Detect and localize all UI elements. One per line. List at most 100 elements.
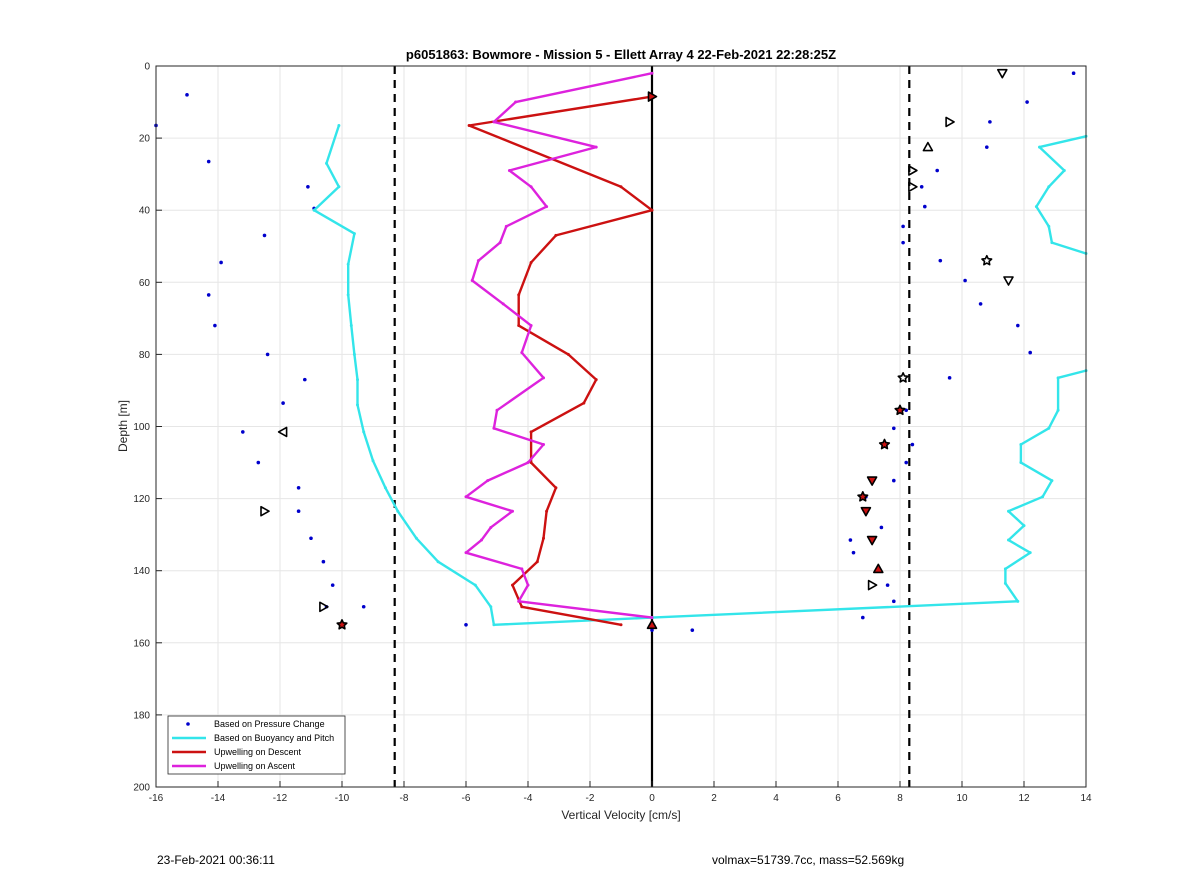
series-point: [650, 616, 654, 620]
series-point: [1047, 426, 1051, 430]
series-point: [492, 120, 496, 124]
series-point: [495, 408, 499, 412]
x-tick-label: 2: [711, 793, 717, 804]
pressure-change-point: [947, 376, 952, 380]
series-point: [325, 161, 328, 165]
series-point: [1062, 169, 1066, 173]
pressure-change-point: [185, 93, 189, 97]
series-point: [1019, 443, 1023, 447]
pressure-change-point: [330, 583, 335, 587]
series-point: [362, 430, 366, 434]
grid: [155, 65, 1087, 788]
series-point: [511, 509, 514, 513]
pressure-change-point: [296, 485, 301, 490]
y-tick-label: 40: [139, 206, 151, 217]
legend-item: Upwelling on Ascent: [172, 761, 296, 771]
marker-triangle-down: [866, 476, 878, 486]
series-point: [414, 536, 418, 540]
series-point: [312, 208, 316, 212]
pressure-change-point: [848, 538, 853, 542]
y-tick-label: 180: [133, 710, 150, 721]
series-point: [486, 479, 490, 483]
series-point: [529, 260, 533, 264]
series-point: [1056, 376, 1060, 380]
series-point: [1003, 581, 1007, 585]
pressure-change-point: [1028, 350, 1032, 355]
pressure-change-point: [904, 408, 908, 413]
x-tick-label: -16: [149, 793, 164, 804]
series-point: [511, 583, 514, 587]
x-tick-label: 8: [897, 793, 903, 804]
series-based-on-buoyancy-and-pitch-ascent-upper: [1034, 134, 1088, 255]
marker-star: [894, 404, 906, 416]
pressure-change-point: [904, 460, 908, 465]
series-point: [476, 259, 480, 263]
marker-triangle-right: [319, 601, 329, 613]
pressure-change-point: [1025, 100, 1029, 104]
marker-star: [878, 438, 891, 450]
pressure-change-point: [901, 240, 905, 245]
series-point: [349, 324, 353, 328]
pressure-change-point: [879, 525, 884, 530]
series-point: [619, 623, 623, 627]
series-point: [594, 145, 598, 149]
series-point: [1047, 224, 1051, 228]
series-point: [492, 426, 496, 430]
x-tick-label: -8: [400, 793, 409, 804]
x-tick-label: 14: [1080, 793, 1092, 804]
marker-triangle-right: [945, 116, 955, 128]
series-point: [504, 224, 508, 228]
series-point: [529, 185, 533, 189]
pressure-change-point: [892, 478, 896, 483]
series-point: [517, 293, 521, 297]
footer-timestamp: 23-Feb-2021 00:36:11: [157, 853, 275, 867]
pressure-change-point: [985, 145, 989, 149]
marker-triangle-up: [872, 563, 884, 574]
axis-ticks: -16 -14 -12 -10 -8 -6 -4 -2 0 2 4 6 8 10 12 14020406080…: [133, 62, 1092, 805]
series-point: [1050, 241, 1054, 245]
marker-star: [857, 490, 869, 502]
series-point: [498, 241, 502, 245]
marker-triangle-down: [866, 535, 878, 546]
series-point: [1019, 461, 1023, 465]
legend-label: Based on Buoyancy and Pitch: [214, 733, 334, 743]
pressure-change-point: [206, 159, 211, 164]
legend-swatch: [186, 722, 190, 726]
pressure-change-point: [690, 628, 695, 632]
series-point: [542, 376, 545, 380]
series-point: [1022, 524, 1026, 528]
series-line: [467, 95, 654, 626]
series-point: [517, 599, 521, 603]
series-point: [346, 293, 350, 297]
pressure-change-point: [262, 233, 267, 238]
pressure-change-point: [892, 599, 896, 604]
x-tick-label: -12: [273, 793, 288, 804]
series-point: [1041, 495, 1045, 499]
marker-triangle-right: [867, 579, 878, 591]
series-point: [554, 233, 558, 237]
series-point: [1047, 185, 1051, 189]
x-tick-label: 12: [1018, 793, 1030, 804]
marker-star: [336, 618, 348, 630]
marker-star: [981, 254, 993, 266]
series-point: [520, 567, 524, 571]
pressure-change-point: [219, 260, 223, 265]
marker-star: [897, 371, 909, 383]
marker-triangle-right: [260, 505, 270, 517]
series-point: [1034, 205, 1038, 209]
series-line: [312, 125, 653, 626]
series-point: [594, 378, 598, 382]
series-point: [582, 401, 586, 405]
y-tick-label: 200: [133, 783, 150, 794]
series-point: [517, 324, 521, 328]
series-line: [651, 369, 1087, 619]
pressure-change-point: [213, 323, 217, 328]
pressure-change-point: [281, 401, 285, 405]
y-tick-label: 0: [144, 62, 150, 73]
legend-label: Upwelling on Descent: [214, 747, 302, 757]
legend-item: Based on Pressure Change: [186, 719, 325, 729]
series-point: [529, 461, 533, 465]
series-point: [1007, 509, 1010, 513]
y-tick-label: 140: [133, 566, 150, 577]
